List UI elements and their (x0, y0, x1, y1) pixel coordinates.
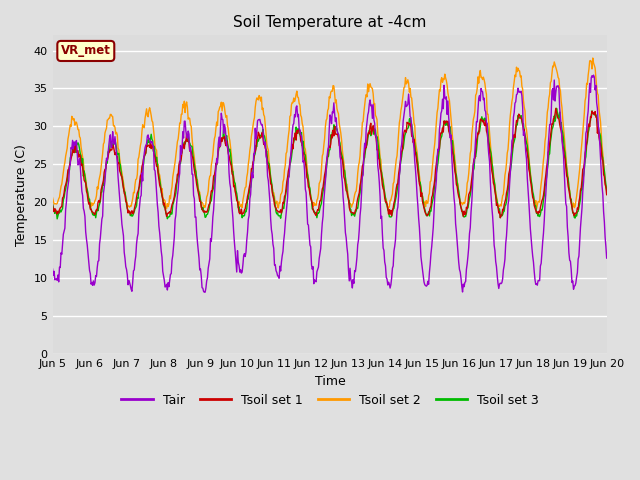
X-axis label: Time: Time (315, 374, 346, 387)
Title: Soil Temperature at -4cm: Soil Temperature at -4cm (234, 15, 427, 30)
Y-axis label: Temperature (C): Temperature (C) (15, 144, 28, 246)
Text: VR_met: VR_met (61, 45, 111, 58)
Legend: Tair, Tsoil set 1, Tsoil set 2, Tsoil set 3: Tair, Tsoil set 1, Tsoil set 2, Tsoil se… (116, 389, 543, 412)
